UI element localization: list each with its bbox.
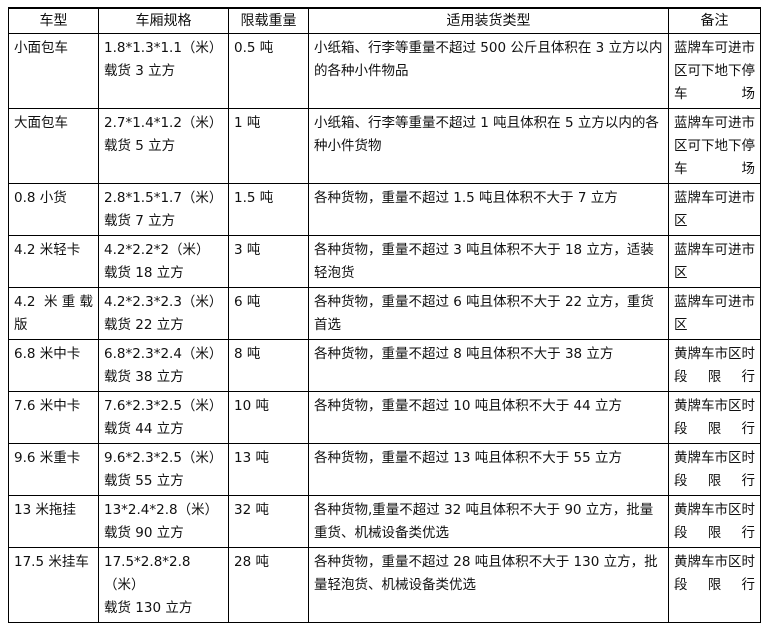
table-row: 7.6 米中卡 7.6*2.3*2.5（米） 载货 44 立方 10 吨各种货物，重量… — [8, 391, 761, 444]
cabin-dimensions: 2.8*1.5*1.7（米） — [104, 190, 223, 206]
cell-cabin-spec: 17.5*2.8*2.8（米） 载货 130 立方 — [98, 547, 229, 623]
cabin-dimensions: 6.8*2.3*2.4（米） — [104, 346, 223, 362]
cabin-dimensions: 13*2.4*2.8（米） — [104, 502, 219, 518]
cell-remark: 蓝牌车可进市区 — [668, 287, 761, 340]
cell-vehicle-type: 4.2 米重载版 — [8, 287, 99, 340]
cell-vehicle-type: 13 米拖挂 — [8, 495, 99, 548]
cell-cabin-spec: 9.6*2.3*2.5（米） 载货 55 立方 — [98, 443, 229, 496]
cabin-dimensions: 1.8*1.3*1.1（米） — [104, 40, 223, 56]
spec-table-container: 车型 车厢规格 限载重量 适用装货类型 备注 小面包车 1.8*1.3*1.1（米… — [8, 7, 761, 623]
cell-remark: 蓝牌车可进市区可下地下停车场 — [668, 108, 761, 184]
table-row: 小面包车 1.8*1.3*1.1（米） 载货 3 立方 0.5 吨小纸箱、行李等重量不… — [8, 33, 761, 109]
cabin-dimensions: 4.2*2.2*2（米） — [104, 242, 210, 258]
table-row: 9.6 米重卡 9.6*2.3*2.5（米） 载货 55 立方 13 吨各种货物，重量… — [8, 443, 761, 496]
cell-cargo-type: 各种货物，重量不超过 13 吨且体积不大于 55 立方 — [308, 443, 669, 496]
cabin-dimensions: 4.2*2.3*2.3（米） — [104, 294, 223, 310]
cell-load-limit: 0.5 吨 — [228, 33, 309, 109]
cell-remark: 蓝牌车可进市区可下地下停车场 — [668, 33, 761, 109]
cell-cargo-type: 各种货物,重量不超过 32 吨且体积不大于 90 立方，批量重货、机械设备类优选 — [308, 495, 669, 548]
cell-remark: 黄牌车市区时段限行 — [668, 547, 761, 623]
cell-remark: 蓝牌车可进市区 — [668, 183, 761, 236]
table-row: 6.8 米中卡 6.8*2.3*2.4（米） 载货 38 立方 8 吨各种货物，重量不… — [8, 339, 761, 392]
cell-load-limit: 10 吨 — [228, 391, 309, 444]
cell-load-limit: 13 吨 — [228, 443, 309, 496]
header-cell-cabin-spec: 车厢规格 — [98, 7, 229, 34]
table-row: 4.2 米轻卡 4.2*2.2*2（米） 载货 18 立方 3 吨各种货物，重量不超过… — [8, 235, 761, 288]
cabin-volume: 载货 90 立方 — [104, 525, 184, 541]
cell-load-limit: 6 吨 — [228, 287, 309, 340]
cell-remark: 黄牌车市区时段限行 — [668, 495, 761, 548]
cell-remark: 蓝牌车可进市区 — [668, 235, 761, 288]
cell-cabin-spec: 2.8*1.5*1.7（米） 载货 7 立方 — [98, 183, 229, 236]
cell-vehicle-type: 0.8 小货 — [8, 183, 99, 236]
table-row: 0.8 小货 2.8*1.5*1.7（米） 载货 7 立方 1.5 吨各种货物，重量不… — [8, 183, 761, 236]
cell-cabin-spec: 13*2.4*2.8（米） 载货 90 立方 — [98, 495, 229, 548]
cabin-volume: 载货 7 立方 — [104, 213, 176, 229]
cell-cargo-type: 小纸箱、行李等重量不超过 1 吨且体积在 5 立方以内的各种小件货物 — [308, 108, 669, 184]
cell-vehicle-type: 7.6 米中卡 — [8, 391, 99, 444]
cell-cabin-spec: 2.7*1.4*1.2（米） 载货 5 立方 — [98, 108, 229, 184]
header-cell-remark: 备注 — [668, 7, 761, 34]
cell-vehicle-type: 大面包车 — [8, 108, 99, 184]
cell-cabin-spec: 4.2*2.3*2.3（米） 载货 22 立方 — [98, 287, 229, 340]
table-row: 13 米拖挂 13*2.4*2.8（米） 载货 90 立方 32 吨各种货物,重量不超… — [8, 495, 761, 548]
header-cell-load-limit: 限载重量 — [228, 7, 309, 34]
cell-load-limit: 32 吨 — [228, 495, 309, 548]
cell-load-limit: 3 吨 — [228, 235, 309, 288]
cabin-volume: 载货 55 立方 — [104, 473, 184, 489]
cell-cargo-type: 各种货物，重量不超过 6 吨且体积不大于 22 立方，重货首选 — [308, 287, 669, 340]
cabin-dimensions: 7.6*2.3*2.5（米） — [104, 398, 223, 414]
cell-vehicle-type: 9.6 米重卡 — [8, 443, 99, 496]
cell-cargo-type: 各种货物，重量不超过 1.5 吨且体积不大于 7 立方 — [308, 183, 669, 236]
cell-cabin-spec: 4.2*2.2*2（米） 载货 18 立方 — [98, 235, 229, 288]
cell-remark: 黄牌车市区时段限行 — [668, 339, 761, 392]
cell-remark: 黄牌车市区时段限行 — [668, 443, 761, 496]
cell-remark: 黄牌车市区时段限行 — [668, 391, 761, 444]
cell-cargo-type: 各种货物，重量不超过 10 吨且体积不大于 44 立方 — [308, 391, 669, 444]
cell-cabin-spec: 7.6*2.3*2.5（米） 载货 44 立方 — [98, 391, 229, 444]
cell-vehicle-type: 小面包车 — [8, 33, 99, 109]
cell-load-limit: 1 吨 — [228, 108, 309, 184]
page-root: 车型 车厢规格 限载重量 适用装货类型 备注 小面包车 1.8*1.3*1.1（米… — [8, 7, 761, 623]
cabin-volume: 载货 3 立方 — [104, 63, 176, 79]
cabin-volume: 载货 18 立方 — [104, 265, 184, 281]
cabin-dimensions: 9.6*2.3*2.5（米） — [104, 450, 223, 466]
cell-cargo-type: 各种货物，重量不超过 28 吨且体积不大于 130 立方，批量轻泡货、机械设备类… — [308, 547, 669, 623]
cell-vehicle-type: 17.5 米挂车 — [8, 547, 99, 623]
header-row: 车型 车厢规格 限载重量 适用装货类型 备注 — [8, 7, 761, 34]
cabin-volume: 载货 44 立方 — [104, 421, 184, 437]
cell-cabin-spec: 1.8*1.3*1.1（米） 载货 3 立方 — [98, 33, 229, 109]
cell-vehicle-type: 4.2 米轻卡 — [8, 235, 99, 288]
cell-load-limit: 8 吨 — [228, 339, 309, 392]
cabin-volume: 载货 22 立方 — [104, 317, 184, 333]
cell-cargo-type: 小纸箱、行李等重量不超过 500 公斤且体积在 3 立方以内的各种小件物品 — [308, 33, 669, 109]
cell-cabin-spec: 6.8*2.3*2.4（米） 载货 38 立方 — [98, 339, 229, 392]
cabin-volume: 载货 5 立方 — [104, 138, 176, 154]
cabin-dimensions: 17.5*2.8*2.8（米） — [104, 554, 191, 593]
cell-load-limit: 28 吨 — [228, 547, 309, 623]
cabin-volume: 载货 38 立方 — [104, 369, 184, 385]
cabin-dimensions: 2.7*1.4*1.2（米） — [104, 115, 223, 131]
cell-cargo-type: 各种货物，重量不超过 8 吨且体积不大于 38 立方 — [308, 339, 669, 392]
table-row: 4.2 米重载版 4.2*2.3*2.3（米） 载货 22 立方 6 吨各种货物，重量… — [8, 287, 761, 340]
table-header: 车型 车厢规格 限载重量 适用装货类型 备注 — [8, 7, 761, 34]
cell-cargo-type: 各种货物，重量不超过 3 吨且体积不大于 18 立方，适装轻泡货 — [308, 235, 669, 288]
vehicle-spec-table: 车型 车厢规格 限载重量 适用装货类型 备注 小面包车 1.8*1.3*1.1（米… — [8, 7, 761, 623]
table-body: 小面包车 1.8*1.3*1.1（米） 载货 3 立方 0.5 吨小纸箱、行李等重量不… — [8, 33, 761, 623]
cell-vehicle-type: 6.8 米中卡 — [8, 339, 99, 392]
cell-load-limit: 1.5 吨 — [228, 183, 309, 236]
header-cell-cargo-type: 适用装货类型 — [308, 7, 669, 34]
table-row: 17.5 米挂车 17.5*2.8*2.8（米） 载货 130 立方 28 吨各种货物… — [8, 547, 761, 623]
table-row: 大面包车 2.7*1.4*1.2（米） 载货 5 立方 1 吨小纸箱、行李等重量不超过… — [8, 108, 761, 184]
cabin-volume: 载货 130 立方 — [104, 600, 193, 616]
header-cell-vehicle-type: 车型 — [8, 7, 99, 34]
